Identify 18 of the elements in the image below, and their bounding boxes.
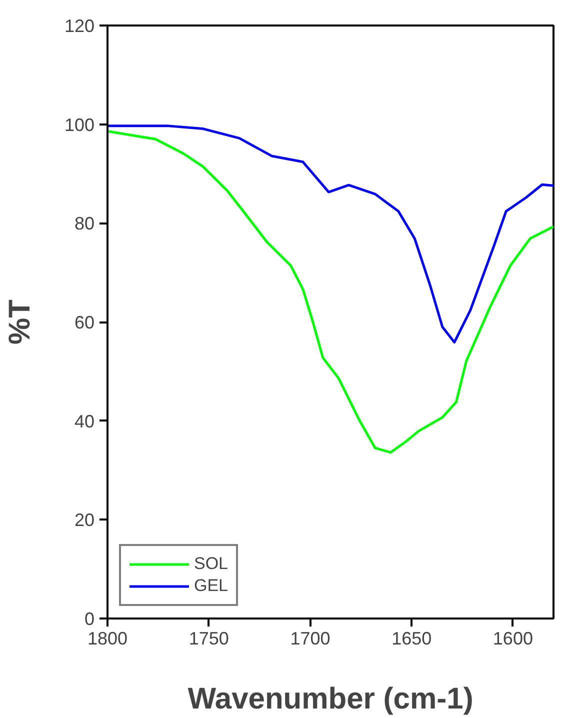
y-tick-label: 60 bbox=[74, 312, 95, 332]
x-tick-label: 1800 bbox=[87, 628, 128, 648]
y-axis-title: %T bbox=[3, 300, 36, 344]
line-series bbox=[108, 124, 554, 344]
legend-label: SOL bbox=[194, 554, 228, 574]
line-series bbox=[108, 130, 554, 454]
y-tick-label: 120 bbox=[64, 16, 95, 36]
x-tick-label: 1750 bbox=[188, 628, 229, 648]
y-tick-label: 0 bbox=[84, 609, 95, 629]
x-tick-label: 1700 bbox=[290, 628, 330, 648]
y-tick-label: 80 bbox=[74, 214, 95, 234]
x-tick-label: 1650 bbox=[392, 628, 432, 648]
y-tick-label: 100 bbox=[64, 114, 95, 135]
legend-label: GEL bbox=[194, 576, 228, 596]
x-axis-title: Wavenumber (cm-1) bbox=[188, 682, 474, 716]
y-tick-label: 20 bbox=[74, 510, 95, 530]
y-tick-label: 40 bbox=[74, 411, 95, 432]
x-tick-label: 1600 bbox=[492, 628, 533, 648]
